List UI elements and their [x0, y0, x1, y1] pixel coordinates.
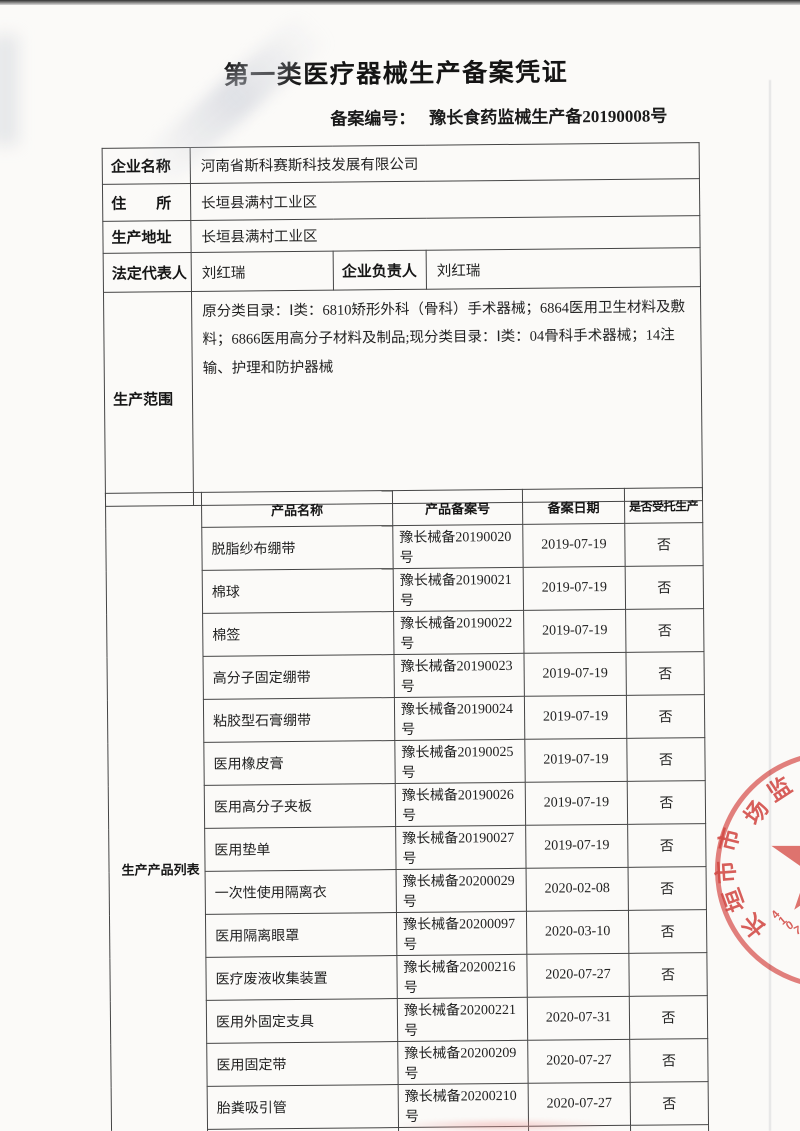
residence-value: 长垣县满村工业区	[190, 178, 700, 221]
record-date-cell: 2020-03-10	[526, 910, 629, 955]
product-record-no-cell: 豫长械备20200209号	[397, 1040, 529, 1085]
record-number-label: 备案编号：	[330, 108, 416, 129]
entrusted-production-cell: 否	[630, 1081, 709, 1126]
product-name-cell: 棉签	[202, 611, 394, 657]
product-record-no-cell: 豫长械备20190021号	[393, 567, 524, 612]
record-date-cell: 2019-07-19	[522, 523, 626, 568]
record-date-cell: 2019-07-19	[524, 738, 628, 783]
product-record-no-cell: 豫长械备20190026号	[395, 782, 526, 827]
product-record-no-cell: 豫长械备20190024号	[394, 696, 525, 741]
production-address-value: 长垣县满村工业区	[190, 215, 701, 253]
legal-representative-value: 刘红瑞	[191, 251, 334, 292]
production-scope-label: 生产范围	[103, 291, 194, 507]
product-record-no-cell: 豫长械备20200097号	[396, 911, 527, 956]
record-date-cell: 2020-07-27	[527, 1039, 631, 1084]
product-name-cell: 医用外固定支具	[206, 998, 398, 1044]
entrusted-production-cell: 否	[625, 565, 704, 610]
product-record-no-cell: 豫长械备20190027号	[395, 825, 527, 870]
product-record-no-cell: 豫长械备20200221号	[397, 997, 528, 1042]
product-name-cell: 医用隔离眼罩	[205, 912, 397, 958]
product-table-body: 生产产品列表 产品名称 产品备案号 备案日期 是否受托生产 脱脂纱布绷带 豫长械备…	[105, 487, 709, 1131]
product-record-no-cell: 豫长械备20200029号	[396, 868, 527, 913]
legal-representative-label: 法定代表人	[103, 252, 192, 293]
table-row: 法定代表人 刘红瑞 企业负责人 刘红瑞	[103, 247, 701, 293]
product-name-cell: 医用固定带	[206, 1041, 399, 1087]
entrusted-production-cell: 否	[626, 694, 705, 739]
entrusted-production-cell: 否	[629, 1038, 709, 1083]
entrusted-production-cell: 否	[624, 522, 704, 567]
entrusted-production-cell: 否	[627, 823, 707, 868]
product-record-no-cell: 豫长械备20190023号	[393, 653, 525, 698]
product-name-cell: 粘胶型石膏绷带	[203, 697, 395, 743]
entrusted-production-cell: 否	[628, 909, 707, 954]
record-number-line: 备案编号： 豫长食药监械生产备20190008号	[330, 101, 667, 129]
paper-fold-line-artifact	[769, 80, 771, 1131]
column-header-record-no: 产品备案号	[392, 489, 523, 526]
product-name-cell: 脱脂纱布绷带	[201, 525, 394, 571]
product-record-no-cell: 豫长械备20190020号	[392, 524, 524, 569]
company-name-value: 河南省斯科赛斯科技发展有限公司	[190, 142, 700, 184]
company-head-value: 刘红瑞	[426, 247, 701, 290]
column-header-product-name: 产品名称	[201, 490, 393, 528]
record-date-cell: 2019-07-19	[524, 695, 627, 740]
record-date-cell: 2019-07-19	[525, 781, 628, 826]
production-address-label: 生产地址	[102, 220, 192, 254]
entrusted-production-cell: 否	[625, 608, 704, 653]
entrusted-production-cell: 否	[627, 780, 706, 825]
column-header-record-date: 备案日期	[522, 488, 625, 525]
product-name-cell: 医用高分子夹板	[204, 783, 396, 829]
company-info-table: 企业名称 河南省斯科赛斯科技发展有限公司 住 所 长垣县满村工业区 生产地址 长…	[102, 142, 703, 507]
entrusted-production-cell: 否	[626, 737, 706, 782]
entrusted-production-cell: 否	[628, 952, 708, 997]
product-name-cell: 医用橡皮膏	[203, 740, 396, 786]
record-date-cell: 2019-07-19	[523, 566, 626, 611]
table-row: 生产范围 原分类目录：Ⅰ类：6810矫形外科（骨科）手术器械；6864医用卫生材…	[103, 286, 703, 507]
record-date-cell: 2020-02-08	[526, 867, 629, 912]
product-name-cell: 高分子固定绷带	[202, 654, 395, 700]
record-date-cell: 2020-07-27	[526, 953, 630, 998]
production-scope-text: 原分类目录：Ⅰ类：6810矫形外科（骨科）手术器械；6864医用卫生材料及敷料；…	[191, 286, 703, 506]
residence-label: 住 所	[102, 183, 191, 222]
record-number-value: 豫长食药监械生产备20190008号	[429, 106, 668, 128]
product-name-cell: 棉球	[202, 568, 394, 614]
product-name-cell: 一次性使用隔离衣	[205, 869, 397, 915]
record-date-cell: 2019-07-19	[523, 609, 626, 654]
product-table-header-row: 生产产品列表 产品名称 产品备案号 备案日期 是否受托生产	[105, 487, 703, 1131]
product-list-section-label: 生产产品列表	[105, 492, 209, 1131]
ink-bleed-artifact	[395, 1119, 610, 1131]
company-head-label: 企业负责人	[333, 250, 427, 291]
record-date-cell: 2019-07-19	[523, 652, 627, 697]
record-date-cell: 2020-07-31	[527, 996, 630, 1041]
record-date-cell: 2019-07-19	[525, 824, 629, 869]
entrusted-production-cell: 否	[625, 651, 705, 696]
scan-edge-artifact	[0, 0, 800, 5]
entrusted-production-cell: 否	[630, 1124, 709, 1131]
document-title: 第一类医疗器械生产备案凭证	[223, 59, 569, 90]
product-list-table: 生产产品列表 产品名称 产品备案号 备案日期 是否受托生产 脱脂纱布绷带 豫长械备…	[105, 487, 710, 1131]
product-record-no-cell: 豫长械备20190022号	[393, 610, 524, 655]
column-header-entrusted: 是否受托生产	[624, 487, 703, 524]
product-record-no-cell: 豫长械备20190025号	[394, 739, 526, 784]
table-row: 住 所 长垣县满村工业区	[102, 178, 700, 222]
entrusted-production-cell: 否	[628, 866, 707, 911]
product-name-cell: 胎粪吸引管	[207, 1084, 399, 1130]
product-name-cell: 医疗废液收集装置	[205, 955, 398, 1001]
product-record-no-cell: 豫长械备20200216号	[396, 954, 528, 999]
entrusted-production-cell: 否	[629, 995, 708, 1040]
product-name-cell: 医用垫单	[204, 826, 397, 872]
paper-shadow-artifact	[0, 35, 18, 145]
